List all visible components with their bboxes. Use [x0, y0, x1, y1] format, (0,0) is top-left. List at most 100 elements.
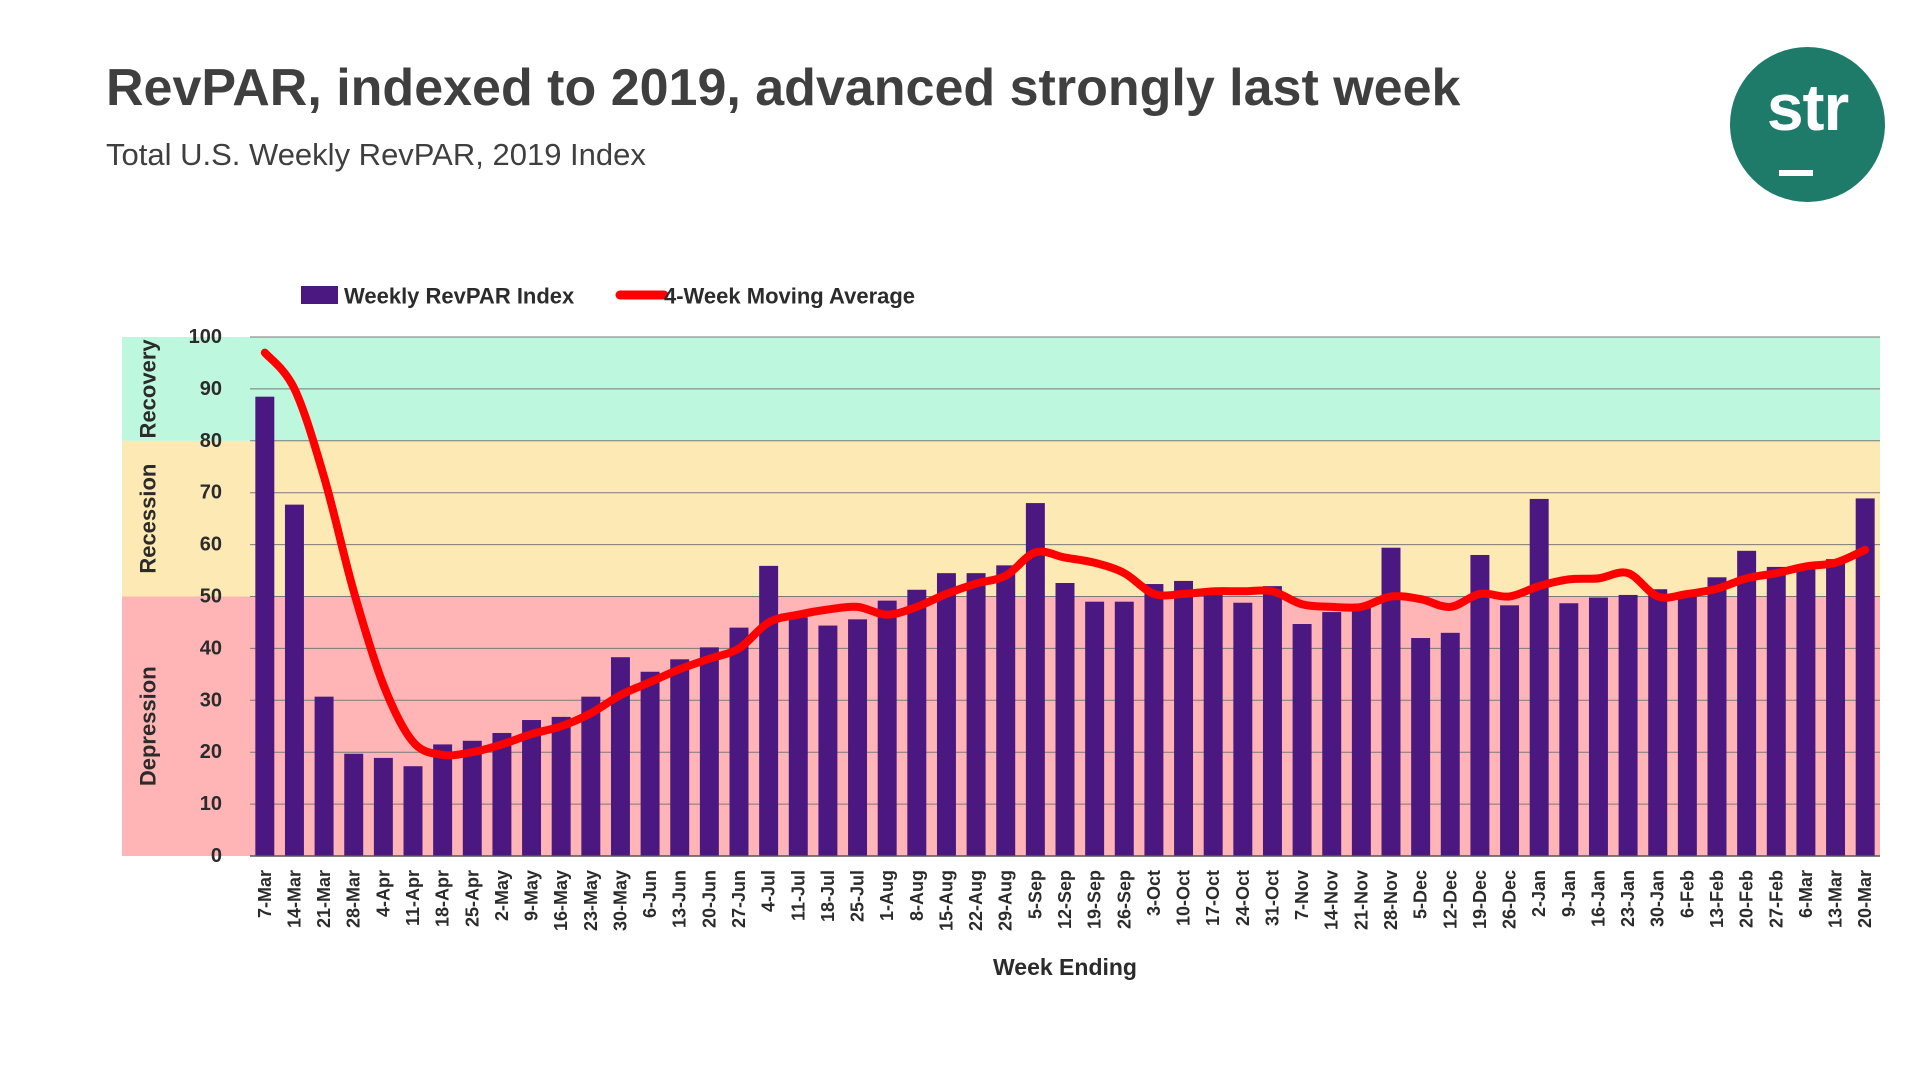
- x-tick-label: 6-Feb: [1677, 870, 1697, 918]
- legend-bar-label: Weekly RevPAR Index: [344, 284, 575, 309]
- x-tick-label: 13-Mar: [1826, 870, 1846, 928]
- bar-16-May: [551, 716, 571, 856]
- x-tick-label: 11-Jul: [788, 870, 808, 921]
- bar-30-May: [610, 657, 630, 856]
- bar-8-Aug: [907, 589, 927, 856]
- bar-1-Aug: [877, 600, 897, 856]
- x-tick-label: 2-Jan: [1529, 870, 1549, 917]
- x-tick-label: 23-Jan: [1618, 870, 1638, 927]
- y-tick-label: 30: [200, 689, 222, 711]
- x-tick-label: 1-Aug: [877, 870, 897, 921]
- bar-11-Jul: [788, 617, 808, 856]
- bar-13-Jun: [670, 659, 690, 856]
- bar-20-Feb: [1737, 550, 1757, 856]
- bar-19-Sep: [1085, 601, 1105, 856]
- x-tick-label: 25-Jul: [848, 870, 868, 922]
- bar-28-Mar: [344, 753, 364, 856]
- bar-18-Apr: [433, 744, 453, 856]
- x-tick-label: 27-Jun: [729, 870, 749, 928]
- x-tick-label: 26-Dec: [1500, 870, 1520, 929]
- bar-2-May: [492, 732, 512, 856]
- y-tick-label: 60: [200, 534, 222, 556]
- bar-15-Aug: [936, 573, 956, 856]
- x-tick-label: 7-Mar: [255, 870, 275, 918]
- bar-12-Sep: [1055, 583, 1075, 856]
- str-logo: str: [1730, 47, 1885, 202]
- x-tick-label: 10-Oct: [1174, 870, 1194, 926]
- bar-27-Jun: [729, 627, 749, 856]
- bar-28-Nov: [1381, 547, 1401, 856]
- x-tick-label: 12-Sep: [1055, 870, 1075, 929]
- bar-26-Sep: [1114, 601, 1134, 856]
- y-tick-label: 20: [200, 741, 222, 763]
- bar-16-Jan: [1588, 597, 1608, 856]
- x-tick-label: 19-Sep: [1085, 870, 1105, 929]
- x-tick-label: 5-Dec: [1411, 870, 1431, 919]
- bar-4-Jul: [759, 565, 779, 856]
- bar-31-Oct: [1262, 586, 1282, 856]
- bar-23-May: [581, 696, 601, 856]
- bar-13-Feb: [1707, 577, 1727, 856]
- bar-6-Mar: [1796, 567, 1816, 856]
- bar-21-Mar: [314, 696, 334, 856]
- x-tick-label: 27-Feb: [1766, 870, 1786, 928]
- bar-17-Oct: [1203, 591, 1223, 856]
- x-tick-label: 20-Mar: [1855, 870, 1875, 928]
- x-tick-label: 21-Mar: [314, 870, 334, 928]
- bar-5-Sep: [1025, 503, 1045, 856]
- x-tick-label: 29-Aug: [996, 870, 1016, 931]
- bar-9-May: [522, 720, 542, 856]
- x-tick-label: 17-Oct: [1203, 870, 1223, 926]
- logo-text: str: [1766, 70, 1849, 144]
- x-tick-label: 13-Feb: [1707, 870, 1727, 928]
- x-tick-label: 31-Oct: [1262, 870, 1282, 926]
- x-tick-label: 16-May: [551, 870, 571, 931]
- bar-6-Jun: [640, 671, 660, 856]
- x-tick-label: 6-Jun: [640, 870, 660, 918]
- x-tick-label: 15-Aug: [936, 870, 956, 931]
- x-tick-label: 20-Jun: [699, 870, 719, 928]
- x-tick-label: 30-May: [610, 870, 630, 931]
- x-axis-title: Week Ending: [993, 954, 1137, 980]
- bar-2-Jan: [1529, 498, 1549, 856]
- x-tick-label: 11-Apr: [403, 870, 423, 926]
- bar-11-Apr: [403, 766, 423, 856]
- x-tick-label: 4-Jul: [759, 870, 779, 912]
- bar-23-Jan: [1618, 594, 1638, 856]
- x-tick-label: 23-May: [581, 870, 601, 931]
- y-tick-label: 0: [211, 845, 222, 867]
- bar-25-Apr: [462, 740, 482, 856]
- legend-bar-swatch: [301, 286, 338, 304]
- bar-14-Mar: [284, 504, 304, 856]
- y-tick-label: 40: [200, 637, 222, 659]
- x-tick-label: 26-Sep: [1114, 870, 1134, 929]
- bar-7-Mar: [255, 396, 275, 856]
- x-tick-label: 25-Apr: [462, 870, 482, 927]
- y-tick-label: 50: [200, 586, 222, 608]
- legend-line-label: 4-Week Moving Average: [664, 284, 915, 309]
- x-tick-label: 18-Apr: [433, 870, 453, 927]
- x-tick-label: 14-Mar: [284, 870, 304, 928]
- bar-13-Mar: [1826, 559, 1846, 856]
- bar-7-Nov: [1292, 624, 1312, 856]
- bar-5-Dec: [1411, 638, 1431, 856]
- bar-18-Jul: [818, 625, 838, 856]
- x-tick-label: 8-Aug: [907, 870, 927, 921]
- bar-20-Mar: [1855, 498, 1875, 856]
- bar-10-Oct: [1174, 580, 1194, 856]
- x-tick-label: 24-Oct: [1233, 870, 1253, 926]
- bar-26-Dec: [1500, 605, 1520, 856]
- bar-14-Nov: [1322, 612, 1342, 856]
- y-tick-label: 10: [200, 793, 222, 815]
- bar-3-Oct: [1144, 584, 1164, 856]
- band-label-recovery: Recovery: [136, 339, 161, 439]
- bar-24-Oct: [1233, 602, 1253, 856]
- page-title: RevPAR, indexed to 2019, advanced strong…: [106, 59, 1461, 117]
- band-label-depression: Depression: [136, 666, 161, 786]
- x-tick-label: 19-Dec: [1470, 870, 1490, 929]
- x-tick-label: 21-Nov: [1351, 870, 1371, 930]
- bar-4-Apr: [373, 757, 393, 856]
- x-tick-label: 5-Sep: [1025, 870, 1045, 919]
- page-subtitle: Total U.S. Weekly RevPAR, 2019 Index: [106, 137, 646, 172]
